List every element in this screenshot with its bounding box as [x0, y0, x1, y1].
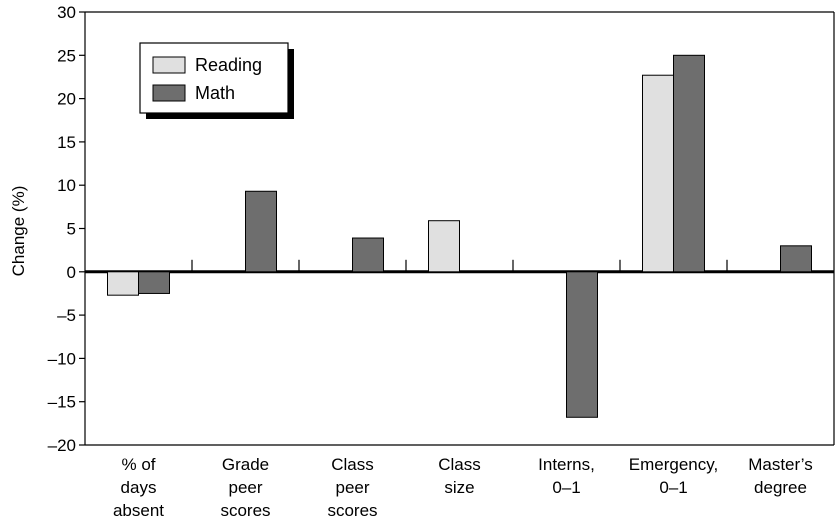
x-tick-label-line: scores — [220, 501, 270, 520]
y-axis: 30 25 20 15 10 5 0 –5 –10 –15 –20 — [48, 3, 85, 455]
legend-label: Math — [195, 83, 235, 103]
x-tick-label: Interns, 0–1 — [538, 455, 595, 497]
y-tick-label: 10 — [57, 176, 76, 195]
y-tick-label: 20 — [57, 90, 76, 109]
x-tick-label-line: Master’s — [748, 455, 813, 474]
bar-reading — [107, 271, 139, 296]
x-tick-label: Grade peer scores — [220, 455, 270, 520]
x-tick-label-line: Interns, — [538, 455, 595, 474]
y-tick-label: –10 — [48, 349, 76, 368]
x-tick-label-line: Class — [438, 455, 481, 474]
plot-frame — [84, 11, 835, 446]
x-tick-label-line: 0–1 — [552, 478, 580, 497]
x-axis: % of days absent Grade peer scores Class peer sc… — [85, 259, 834, 520]
y-tick-label: 25 — [57, 46, 76, 65]
bar-math — [780, 245, 812, 273]
y-tick-label: 5 — [67, 220, 76, 239]
x-tick-label-line: Grade — [222, 455, 269, 474]
y-tick-label: 0 — [67, 263, 76, 282]
y-axis-label: Change (%) — [9, 186, 28, 277]
x-tick-label-line: degree — [754, 478, 807, 497]
x-tick-label: Class size — [438, 455, 481, 497]
bar-math — [352, 237, 384, 273]
legend-swatch — [152, 84, 186, 102]
x-tick-label-line: scores — [327, 501, 377, 520]
x-tick-label-line: Class — [331, 455, 374, 474]
bar-math — [138, 271, 170, 294]
x-tick-label: Master’s degree — [748, 455, 813, 497]
x-tick-label-line: Emergency, — [629, 455, 718, 474]
y-tick-label: –5 — [57, 306, 76, 325]
x-tick-label-line: peer — [228, 478, 262, 497]
y-tick-label: –15 — [48, 393, 76, 412]
legend-label: Reading — [195, 55, 262, 75]
y-tick-label: 15 — [57, 133, 76, 152]
x-tick-label-line: absent — [113, 501, 164, 520]
x-tick-label-line: size — [444, 478, 474, 497]
x-tick-label-line: days — [121, 478, 157, 497]
bar-math — [673, 54, 705, 273]
x-tick-label: Emergency, 0–1 — [629, 455, 718, 497]
legend: Reading Math — [139, 42, 294, 119]
x-tick-label: % of days absent — [113, 455, 164, 520]
y-tick-label: 30 — [57, 3, 76, 22]
x-tick-label-line: 0–1 — [659, 478, 687, 497]
x-tick-label: Class peer scores — [327, 455, 377, 520]
x-tick-label-line: % of — [121, 455, 155, 474]
bar-math — [566, 271, 598, 418]
y-tick-label: –20 — [48, 436, 76, 455]
legend-box — [139, 42, 289, 114]
bar-reading — [428, 220, 460, 273]
bar-math — [245, 190, 277, 273]
bar-reading — [642, 74, 674, 273]
x-tick-label-line: peer — [335, 478, 369, 497]
bars — [107, 54, 812, 418]
legend-swatch — [152, 56, 186, 74]
